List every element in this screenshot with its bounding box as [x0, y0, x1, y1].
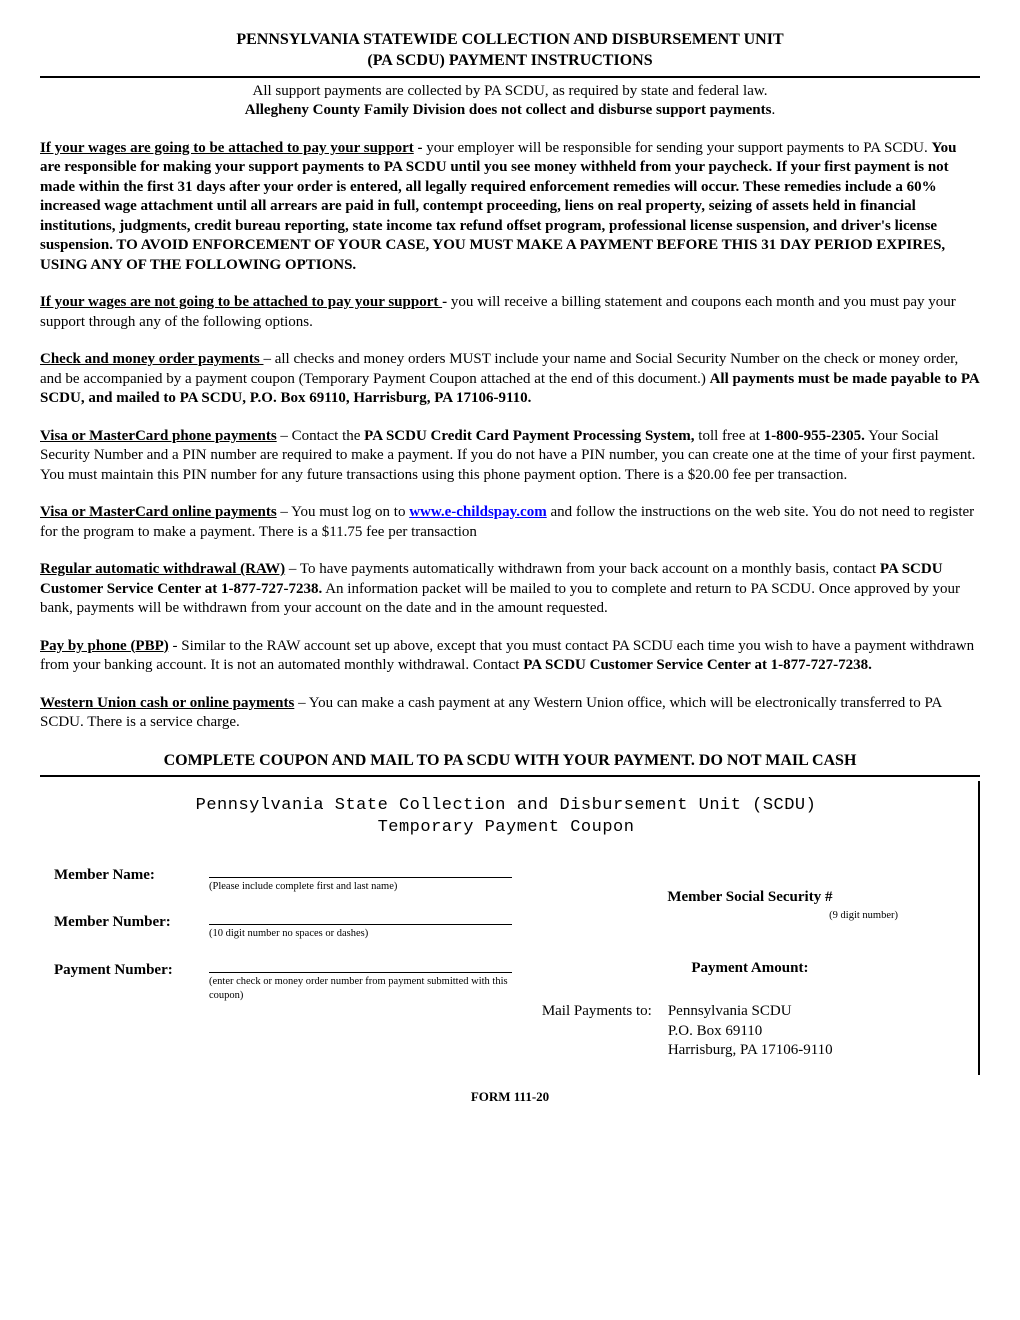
- member-number-label: Member Number:: [54, 907, 209, 933]
- p3-lead: Check and money order payments: [40, 351, 263, 367]
- title-line-2: (PA SCDU) PAYMENT INSTRUCTIONS: [40, 51, 980, 72]
- coupon-divider: [40, 775, 980, 777]
- p5-lead: Visa or MasterCard online payments: [40, 504, 277, 520]
- paragraph-check-money-order: Check and money order payments – all che…: [40, 350, 980, 409]
- paragraph-western-union: Western Union cash or online payments – …: [40, 694, 980, 733]
- coupon-box: Pennsylvania State Collection and Disbur…: [40, 781, 980, 1074]
- coupon-instruction-header: COMPLETE COUPON AND MAIL TO PA SCDU WITH…: [40, 751, 980, 772]
- member-name-row: Member Name: (Please include complete fi…: [54, 860, 512, 894]
- subtitle-line-2: Allegheny County Family Division does no…: [245, 102, 772, 118]
- payment-number-input-line[interactable]: [209, 955, 512, 973]
- member-name-input-line[interactable]: [209, 860, 512, 878]
- mail-addr-line-2: P.O. Box 69110: [668, 1022, 833, 1042]
- coupon-title: Pennsylvania State Collection and Disbur…: [54, 795, 958, 817]
- mail-payments-label: Mail Payments to:: [542, 1002, 652, 1061]
- subtitle-line-1: All support payments are collected by PA…: [40, 82, 980, 102]
- member-number-input-line[interactable]: [209, 907, 512, 925]
- mail-payments-block: Mail Payments to: Pennsylvania SCDU P.O.…: [542, 1002, 958, 1061]
- p4-lead: Visa or MasterCard phone payments: [40, 428, 277, 444]
- paragraph-wages-attached: If your wages are going to be attached t…: [40, 139, 980, 276]
- member-number-hint: (10 digit number no spaces or dashes): [209, 927, 512, 941]
- mail-addr-line-1: Pennsylvania SCDU: [668, 1002, 833, 1022]
- member-name-hint: (Please include complete first and last …: [209, 880, 512, 894]
- paragraph-pbp: Pay by phone (PBP) - Similar to the RAW …: [40, 637, 980, 676]
- paragraph-raw: Regular automatic withdrawal (RAW) – To …: [40, 560, 980, 619]
- coupon-right-column: Member Social Security # (9 digit number…: [542, 860, 958, 1061]
- mail-payments-address: Pennsylvania SCDU P.O. Box 69110 Harrisb…: [668, 1002, 833, 1061]
- p6-lead: Regular automatic withdrawal (RAW): [40, 561, 285, 577]
- p8-lead: Western Union cash or online payments: [40, 695, 294, 711]
- ssn-hint: (9 digit number): [542, 909, 958, 923]
- mail-addr-line-3: Harrisburg, PA 17106-9110: [668, 1041, 833, 1061]
- coupon-subtitle: Temporary Payment Coupon: [54, 817, 958, 839]
- paragraph-online-payments: Visa or MasterCard online payments – You…: [40, 503, 980, 542]
- member-name-label: Member Name:: [54, 860, 209, 886]
- ssn-label: Member Social Security #: [542, 888, 958, 908]
- p7-lead: Pay by phone (PBP): [40, 638, 169, 654]
- payment-amount-label: Payment Amount:: [542, 959, 958, 979]
- payment-number-hint: (enter check or money order number from …: [209, 975, 512, 1002]
- payment-number-row: Payment Number: (enter check or money or…: [54, 955, 512, 1002]
- coupon-left-column: Member Name: (Please include complete fi…: [54, 860, 512, 1061]
- childspay-link[interactable]: www.e-childspay.com: [409, 504, 547, 520]
- title-divider: [40, 76, 980, 78]
- paragraph-wages-not-attached: If your wages are not going to be attach…: [40, 293, 980, 332]
- member-number-row: Member Number: (10 digit number no space…: [54, 907, 512, 941]
- form-number: FORM 111-20: [40, 1089, 980, 1106]
- p1-lead: If your wages are going to be attached t…: [40, 140, 414, 156]
- p2-lead: If your wages are not going to be attach…: [40, 294, 442, 310]
- paragraph-phone-payments: Visa or MasterCard phone payments – Cont…: [40, 427, 980, 486]
- subtitle-block: All support payments are collected by PA…: [40, 82, 980, 121]
- title-line-1: PENNSYLVANIA STATEWIDE COLLECTION AND DI…: [40, 30, 980, 51]
- payment-number-label: Payment Number:: [54, 955, 209, 981]
- page-title: PENNSYLVANIA STATEWIDE COLLECTION AND DI…: [40, 30, 980, 72]
